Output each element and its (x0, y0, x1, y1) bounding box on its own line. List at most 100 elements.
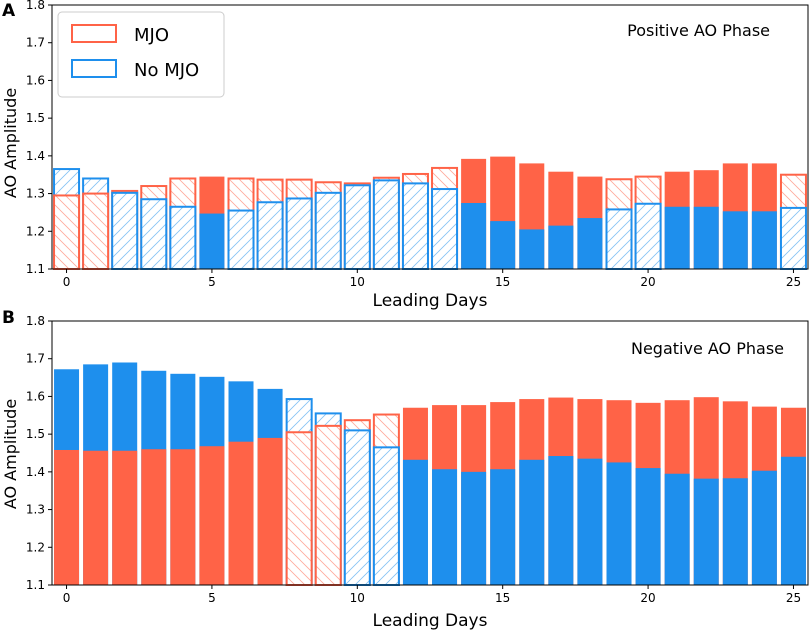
panel-b-bar-nomjo-day-15 (490, 469, 516, 585)
panel-b-bar-mjo-day-7 (257, 437, 283, 585)
panel-a-ytick-label-5: 1.6 (26, 73, 45, 87)
panel-b-bar-nomjo-day-19 (606, 462, 632, 585)
panel-b-bar-nomjo-day-20 (635, 468, 661, 585)
panel-b-bar-nomjo-day-16 (519, 459, 545, 585)
panel-a-bar-mjo-day-0 (53, 194, 81, 271)
panel-a-bar-nomjo-day-21 (664, 206, 690, 269)
panel-b-bar-nomjo-day-22 (693, 478, 719, 585)
panel-a-bar-nomjo-day-23 (722, 211, 748, 269)
panel-a-ytick-label-3: 1.4 (26, 149, 45, 163)
panel-b-ylabel: AO Amplitude (1, 399, 20, 509)
panel-b-ytick-label-3: 1.4 (26, 465, 45, 479)
panel-a-bar-nomjo-day-17 (548, 225, 574, 269)
panel-b-xtick-label-5: 25 (786, 591, 801, 605)
panel-a-bar-nomjo-day-12 (401, 182, 429, 270)
legend-swatch-nomjo (71, 59, 117, 78)
panel-a-bars (53, 156, 807, 271)
panel-a-yaxis: 1.1 1.2 1.3 1.4 1.5 1.6 1.7 1.8 (26, 0, 52, 276)
panel-b-bar-nomjo-day-18 (577, 458, 603, 585)
panel-a-bar-nomjo-day-11 (372, 179, 400, 270)
legend-label-mjo: MJO (134, 25, 169, 46)
panel-b-label: B (2, 308, 15, 328)
legend-label-nomjo: No MJO (134, 60, 199, 81)
panel-b-bar-mjo-day-3 (141, 449, 167, 585)
panel-b-ytick-label-4: 1.5 (26, 427, 45, 441)
panel-b-bar-nomjo-day-25 (780, 456, 806, 585)
panel-b-xaxis: 0 5 10 15 20 25 (63, 585, 801, 605)
panel-b-bar-mjo-day-8 (285, 431, 313, 587)
panel-a-xtick-label-3: 15 (495, 275, 510, 289)
panel-a-xtick-label-0: 0 (63, 275, 71, 289)
panel-b-yaxis: 1.1 1.2 1.3 1.4 1.5 1.6 1.7 1.8 (26, 314, 52, 592)
legend: MJO No MJO (57, 11, 225, 98)
panel-a-frame (51, 4, 809, 270)
panel-a-xtick-label-2: 10 (350, 275, 365, 289)
panel-b-bar-mjo-day-0 (54, 449, 80, 585)
panel-a-title: Positive AO Phase (627, 21, 770, 40)
panel-b-bar-mjo-day-5 (199, 446, 225, 585)
panel-b-bar-nomjo-day-13 (432, 469, 458, 585)
panel-a-xtick-label-5: 25 (786, 275, 801, 289)
panel-b-bars (54, 362, 806, 587)
panel-b-bar-nomjo-day-17 (548, 456, 574, 585)
panel-a-bar-nomjo-day-18 (577, 218, 603, 269)
panel-b-bar-mjo-day-2 (112, 450, 138, 585)
panel-b-bar-nomjo-day-23 (722, 478, 748, 585)
panel-a-ylabel: AO Amplitude (1, 88, 20, 198)
panel-b-ytick-label-2: 1.3 (26, 503, 45, 517)
panel-a-bar-nomjo-day-22 (693, 206, 719, 269)
panel-a-bar-nomjo-day-24 (751, 211, 777, 269)
panel-b-xtick-label-2: 10 (350, 591, 365, 605)
panel-b-ytick-label-0: 1.1 (26, 578, 45, 592)
panel-a-ytick-label-7: 1.8 (26, 0, 45, 12)
panel-a-bar-nomjo-day-7 (256, 201, 284, 270)
panel-b-bar-mjo-day-1 (83, 450, 109, 585)
panel-a-bar-nomjo-day-13 (431, 188, 459, 270)
panel-b-title: Negative AO Phase (631, 339, 784, 358)
panel-a-bar-nomjo-day-6 (227, 209, 255, 270)
legend-swatch-mjo (71, 24, 117, 43)
panel-a-bar-nomjo-day-2 (111, 191, 139, 271)
panel-b: B AO Amplitude Leading Days Negative AO … (1, 308, 809, 630)
panel-b-ytick-label-5: 1.6 (26, 389, 45, 403)
panel-a-bar-nomjo-day-15 (490, 221, 516, 269)
panel-b-xtick-label-3: 15 (495, 591, 510, 605)
panel-b-bar-nomjo-day-12 (402, 459, 428, 585)
panel-b-ytick-label-6: 1.7 (26, 352, 45, 366)
panel-b-xtick-label-1: 5 (208, 591, 216, 605)
panel-a-ytick-label-4: 1.5 (26, 111, 45, 125)
panel-b-xlabel: Leading Days (373, 611, 488, 630)
panel-a-ytick-label-2: 1.3 (26, 187, 45, 201)
panel-a-bar-nomjo-day-4 (169, 205, 197, 271)
panel-a-label: A (2, 1, 16, 21)
panel-a-bar-nomjo-day-16 (519, 229, 545, 269)
panel-a-bar-nomjo-day-3 (140, 198, 168, 270)
panel-a-ytick-label-6: 1.7 (26, 36, 45, 50)
panel-a-xtick-label-1: 5 (208, 275, 216, 289)
panel-b-frame (51, 320, 809, 586)
panel-b-bar-mjo-day-4 (170, 449, 196, 585)
panel-a-bar-nomjo-day-14 (461, 203, 487, 269)
panel-a-ytick-label-1: 1.2 (26, 224, 45, 238)
panel-a: A AO Amplitude Leading Days Positive AO … (1, 0, 809, 311)
panel-a-bar-nomjo-day-9 (314, 191, 342, 271)
panel-b-bar-mjo-day-9 (314, 424, 342, 586)
panel-b-bar-nomjo-day-14 (461, 471, 487, 585)
legend-box (57, 11, 225, 98)
panel-b-ytick-label-1: 1.2 (26, 540, 45, 554)
panel-a-bar-nomjo-day-19 (605, 208, 633, 271)
panel-a-bar-nomjo-day-8 (285, 197, 313, 270)
panel-a-xlabel: Leading Days (373, 291, 488, 311)
panel-b-bar-nomjo-day-10 (343, 429, 371, 586)
panel-b-bar-nomjo-day-24 (751, 470, 777, 585)
panel-a-xaxis: 0 5 10 15 20 25 (63, 269, 801, 289)
panel-b-xtick-label-0: 0 (63, 591, 71, 605)
panel-b-bar-nomjo-day-21 (664, 473, 690, 585)
panel-a-bar-nomjo-day-10 (343, 184, 371, 271)
panel-b-bar-mjo-day-6 (228, 441, 254, 585)
panel-b-bar-nomjo-day-11 (372, 446, 400, 586)
panel-a-ytick-label-0: 1.1 (26, 262, 45, 276)
panel-a-bar-mjo-day-1 (82, 192, 110, 271)
panel-b-ytick-label-7: 1.8 (26, 314, 45, 328)
